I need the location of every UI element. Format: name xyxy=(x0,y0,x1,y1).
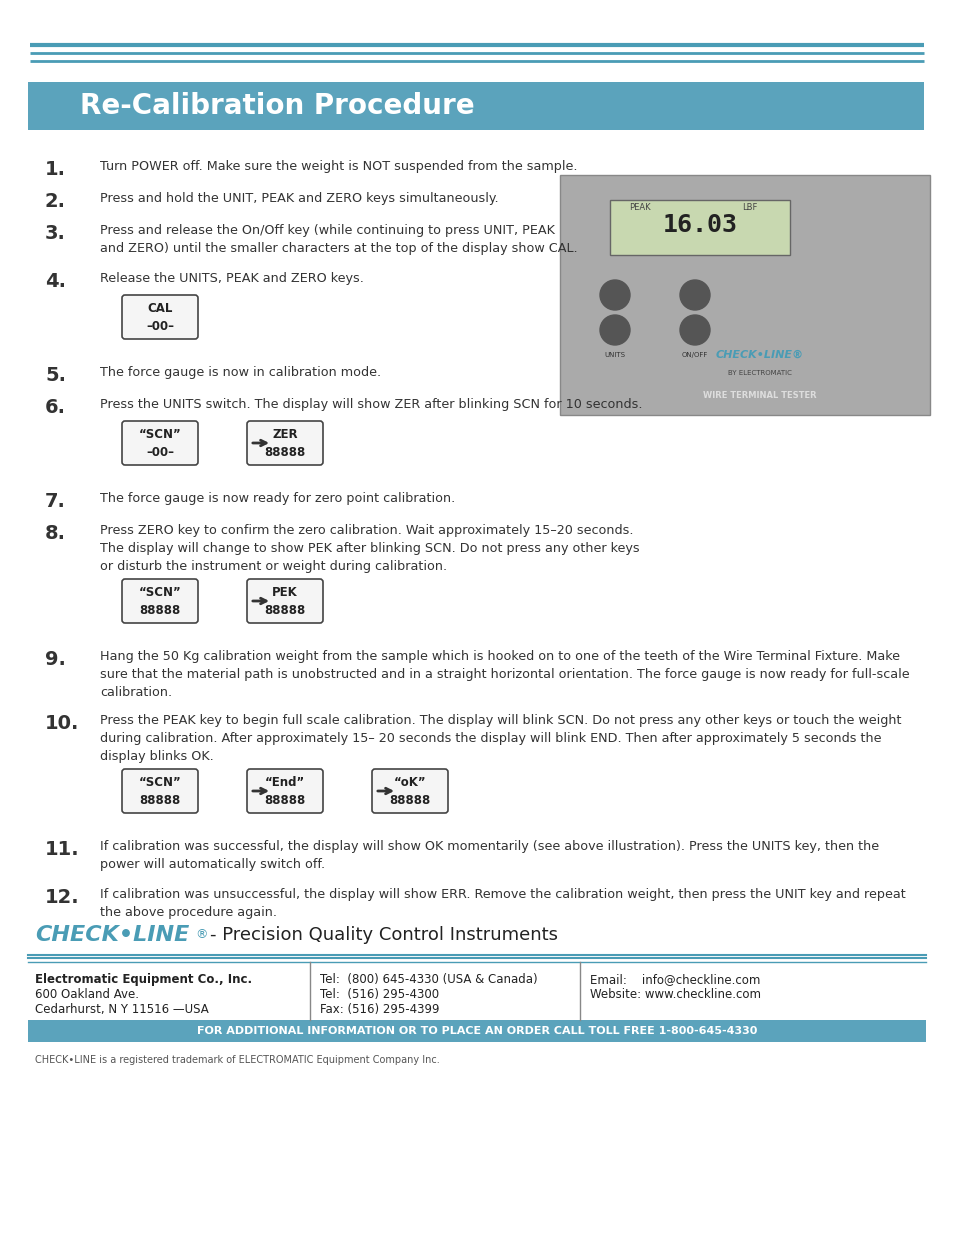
Text: Website: www.checkline.com: Website: www.checkline.com xyxy=(589,988,760,1002)
Text: PEAK: PEAK xyxy=(605,317,623,324)
Text: FOR ADDITIONAL INFORMATION OR TO PLACE AN ORDER CALL TOLL FREE 1-800-645-4330: FOR ADDITIONAL INFORMATION OR TO PLACE A… xyxy=(196,1026,757,1036)
Text: Re-Calibration Procedure: Re-Calibration Procedure xyxy=(80,91,475,120)
Text: PEK: PEK xyxy=(272,587,297,599)
Text: 2.: 2. xyxy=(45,191,66,211)
Text: If calibration was successful, the display will show OK momentarily (see above i: If calibration was successful, the displ… xyxy=(100,840,879,871)
Text: BY ELECTROMATIC: BY ELECTROMATIC xyxy=(727,370,791,375)
Text: CHECK•LINE: CHECK•LINE xyxy=(35,925,190,945)
Text: 12.: 12. xyxy=(45,888,79,906)
FancyBboxPatch shape xyxy=(122,295,198,338)
Text: 8.: 8. xyxy=(45,524,66,543)
Text: 88888: 88888 xyxy=(389,794,430,808)
Circle shape xyxy=(599,280,629,310)
Circle shape xyxy=(679,280,709,310)
Text: If calibration was unsuccessful, the display will show ERR. Remove the calibrati: If calibration was unsuccessful, the dis… xyxy=(100,888,904,919)
Text: CAL: CAL xyxy=(147,303,172,315)
Text: 1.: 1. xyxy=(45,161,66,179)
Text: Hang the 50 Kg calibration weight from the sample which is hooked on to one of t: Hang the 50 Kg calibration weight from t… xyxy=(100,650,908,699)
Circle shape xyxy=(599,315,629,345)
Text: Tel:  (516) 295-4300: Tel: (516) 295-4300 xyxy=(319,988,438,1002)
Text: 6.: 6. xyxy=(45,398,66,417)
Text: “SCN”: “SCN” xyxy=(138,429,181,441)
Text: Email:    info@checkline.com: Email: info@checkline.com xyxy=(589,973,760,986)
Text: 7.: 7. xyxy=(45,492,66,511)
Text: –00–: –00– xyxy=(146,447,173,459)
Text: Tel:  (800) 645-4330 (USA & Canada): Tel: (800) 645-4330 (USA & Canada) xyxy=(319,973,537,986)
FancyBboxPatch shape xyxy=(247,769,323,813)
Text: Press the PEAK key to begin full scale calibration. The display will blink SCN. : Press the PEAK key to begin full scale c… xyxy=(100,714,901,763)
Text: 16.03: 16.03 xyxy=(661,212,737,237)
Text: - Precision Quality Control Instruments: - Precision Quality Control Instruments xyxy=(210,926,558,944)
Text: Cedarhurst, N Y 11516 —USA: Cedarhurst, N Y 11516 —USA xyxy=(35,1003,209,1016)
Text: CHECK•LINE is a registered trademark of ELECTROMATIC Equipment Company Inc.: CHECK•LINE is a registered trademark of … xyxy=(35,1055,439,1065)
Text: 9.: 9. xyxy=(45,650,66,669)
Text: ZER: ZER xyxy=(272,429,297,441)
Text: Press and hold the UNIT, PEAK and ZERO keys simultaneously.: Press and hold the UNIT, PEAK and ZERO k… xyxy=(100,191,498,205)
Text: “SCN”: “SCN” xyxy=(138,777,181,789)
Text: LBF: LBF xyxy=(741,203,757,211)
FancyBboxPatch shape xyxy=(559,175,929,415)
Text: 4.: 4. xyxy=(45,272,66,291)
Text: 88888: 88888 xyxy=(264,447,305,459)
Text: Fax: (516) 295-4399: Fax: (516) 295-4399 xyxy=(319,1003,439,1016)
FancyBboxPatch shape xyxy=(28,1020,925,1042)
Text: Press and release the On/Off key (while continuing to press UNIT, PEAK
and ZERO): Press and release the On/Off key (while … xyxy=(100,224,577,254)
Text: 88888: 88888 xyxy=(139,604,180,618)
Text: ®: ® xyxy=(194,929,208,941)
Text: Turn POWER off. Make sure the weight is NOT suspended from the sample.: Turn POWER off. Make sure the weight is … xyxy=(100,161,577,173)
Text: 88888: 88888 xyxy=(264,604,305,618)
FancyBboxPatch shape xyxy=(609,200,789,254)
FancyBboxPatch shape xyxy=(28,82,923,130)
Text: 11.: 11. xyxy=(45,840,79,860)
FancyBboxPatch shape xyxy=(372,769,448,813)
Text: The force gauge is now ready for zero point calibration.: The force gauge is now ready for zero po… xyxy=(100,492,455,505)
Text: 600 Oakland Ave.: 600 Oakland Ave. xyxy=(35,988,139,1002)
FancyBboxPatch shape xyxy=(122,769,198,813)
Text: Electromatic Equipment Co., Inc.: Electromatic Equipment Co., Inc. xyxy=(35,973,252,986)
Text: The force gauge is now in calibration mode.: The force gauge is now in calibration mo… xyxy=(100,366,381,379)
FancyBboxPatch shape xyxy=(247,421,323,466)
Text: 88888: 88888 xyxy=(139,794,180,808)
Text: Press the UNITS switch. The display will show ZER after blinking SCN for 10 seco: Press the UNITS switch. The display will… xyxy=(100,398,641,411)
FancyBboxPatch shape xyxy=(247,579,323,622)
Text: UNITS: UNITS xyxy=(604,352,625,358)
Text: ZERO: ZERO xyxy=(684,317,704,324)
Text: “oK”: “oK” xyxy=(394,777,426,789)
Text: 88888: 88888 xyxy=(264,794,305,808)
Text: PEAK: PEAK xyxy=(629,203,650,211)
Text: 10.: 10. xyxy=(45,714,79,734)
FancyBboxPatch shape xyxy=(122,579,198,622)
Text: 5.: 5. xyxy=(45,366,66,385)
FancyBboxPatch shape xyxy=(122,421,198,466)
Text: “End”: “End” xyxy=(265,777,305,789)
Text: –00–: –00– xyxy=(146,321,173,333)
Text: CHECK•LINE®: CHECK•LINE® xyxy=(715,350,803,359)
Text: Press ZERO key to confirm the zero calibration. Wait approximately 15–20 seconds: Press ZERO key to confirm the zero calib… xyxy=(100,524,639,573)
Text: 3.: 3. xyxy=(45,224,66,243)
Text: Release the UNITS, PEAK and ZERO keys.: Release the UNITS, PEAK and ZERO keys. xyxy=(100,272,363,285)
Text: “SCN”: “SCN” xyxy=(138,587,181,599)
Text: WIRE TERMINAL TESTER: WIRE TERMINAL TESTER xyxy=(702,390,816,399)
Circle shape xyxy=(679,315,709,345)
Text: ON/OFF: ON/OFF xyxy=(681,352,707,358)
